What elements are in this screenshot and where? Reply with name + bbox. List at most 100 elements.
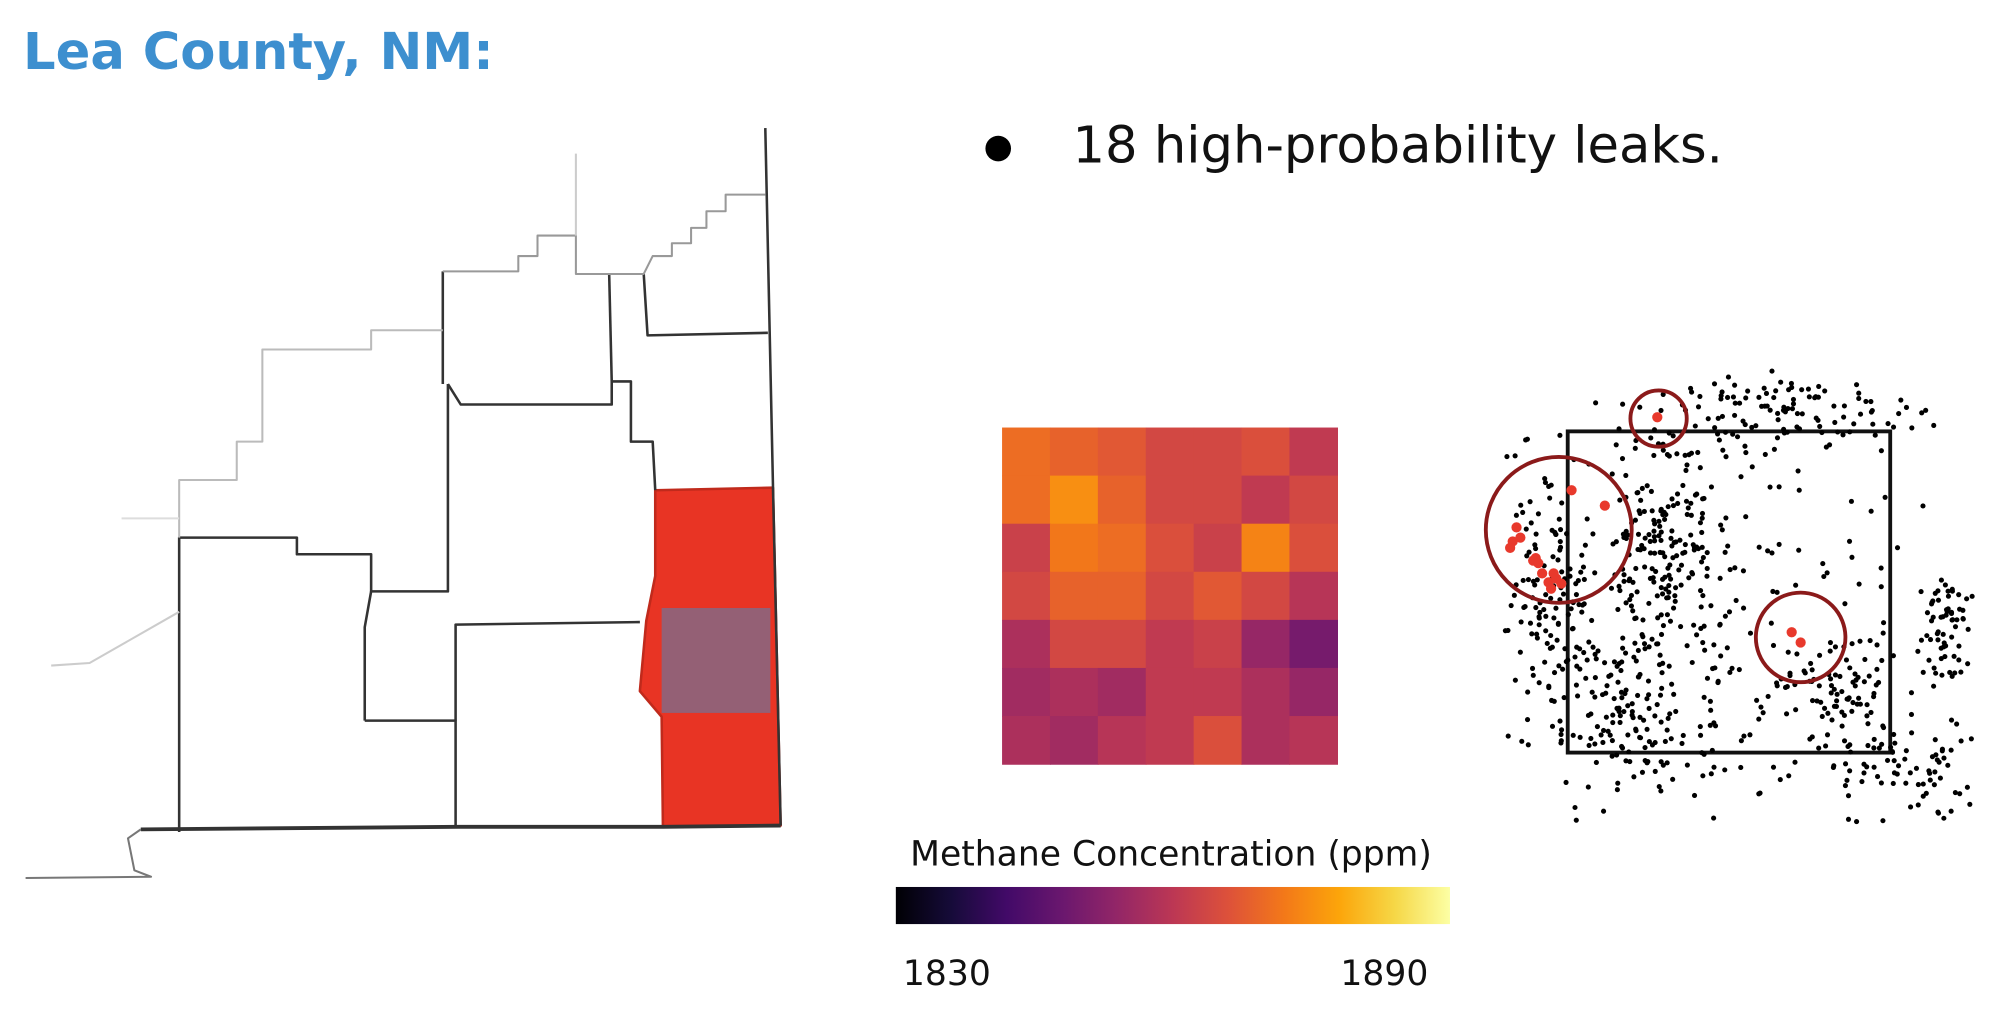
county-map <box>25 128 782 880</box>
heatmap-cell <box>1049 667 1099 717</box>
well-dot <box>1688 500 1694 506</box>
leak-circle <box>1753 590 1848 685</box>
well-dot <box>1868 508 1874 514</box>
well-dot <box>1648 435 1654 441</box>
well-dot <box>1652 768 1658 774</box>
well-dot <box>1691 547 1697 553</box>
well-dot <box>1668 736 1674 742</box>
well-dot <box>1586 639 1592 645</box>
well-dot <box>1935 810 1942 816</box>
well-dot <box>1674 491 1681 497</box>
well-dot <box>1834 691 1840 697</box>
well-dot <box>1621 572 1627 578</box>
well-dot <box>1830 764 1836 771</box>
well-dot <box>1678 562 1685 568</box>
well-dot <box>1828 682 1835 689</box>
well-dot <box>1683 498 1690 504</box>
well-dot <box>1808 660 1814 666</box>
heatmap-cell <box>1049 523 1099 573</box>
well-dot <box>1525 742 1531 748</box>
well-dot <box>1682 452 1688 458</box>
county-border <box>446 380 657 491</box>
well-dot <box>1629 712 1635 718</box>
well-dot <box>1844 777 1850 783</box>
well-dot <box>1704 550 1710 556</box>
well-dot <box>1608 585 1615 591</box>
well-dot <box>1876 745 1882 751</box>
well-dot <box>1567 566 1573 572</box>
well-dot <box>1533 546 1539 552</box>
well-dot <box>1669 681 1675 687</box>
well-dot <box>1652 550 1658 556</box>
well-dot <box>1533 605 1539 611</box>
well-dot <box>1699 544 1705 550</box>
well-dot <box>1732 400 1738 406</box>
well-dot <box>1934 631 1940 637</box>
well-dot <box>1882 494 1888 500</box>
well-dot <box>1956 643 1962 649</box>
well-dot <box>1915 648 1921 654</box>
well-dot <box>1847 665 1853 671</box>
heatmap-cell <box>1002 523 1051 573</box>
well-dot <box>1763 390 1770 397</box>
well-dot <box>1879 741 1885 747</box>
well-dot <box>1908 804 1914 810</box>
well-dot <box>1565 657 1571 663</box>
study-box <box>1565 429 1893 755</box>
well-dot <box>1530 578 1536 584</box>
well-dot <box>1616 660 1622 667</box>
well-dot <box>1633 615 1639 621</box>
well-dot <box>1682 549 1688 555</box>
well-dot <box>1657 549 1663 556</box>
well-dot <box>1952 670 1958 676</box>
well-dot <box>1806 394 1812 400</box>
well-dot <box>1651 452 1657 458</box>
well-dot <box>1678 582 1684 588</box>
well-dot <box>1816 683 1822 689</box>
well-dot <box>1840 432 1846 438</box>
well-dot <box>1863 398 1869 404</box>
well-dot <box>1819 713 1825 719</box>
well-dot <box>1546 685 1552 691</box>
well-dot <box>1725 374 1732 380</box>
colorbar-tick-label: 1830 <box>903 954 991 994</box>
well-dot <box>1542 659 1548 665</box>
well-dot <box>1958 738 1964 744</box>
well-dot <box>1622 691 1628 697</box>
well-dot <box>1674 553 1680 559</box>
well-dot <box>1680 732 1686 739</box>
well-dot <box>1550 554 1556 560</box>
well-dot <box>1799 387 1805 393</box>
well-dot <box>1625 532 1631 538</box>
well-dot <box>1898 397 1904 403</box>
well-dot <box>1930 614 1936 620</box>
well-dot <box>1831 403 1837 409</box>
well-dot <box>1578 569 1584 575</box>
well-dot <box>1719 413 1726 419</box>
well-dot <box>1658 584 1664 591</box>
well-dot <box>1669 543 1675 549</box>
well-dot <box>1610 541 1616 547</box>
well-dot <box>1641 508 1647 515</box>
well-dot <box>1615 780 1621 786</box>
heatmap-cell <box>1241 523 1291 573</box>
heatmap-cell <box>1193 427 1243 477</box>
well-dot <box>1708 484 1714 490</box>
well-dot <box>1777 777 1783 783</box>
well-dot <box>1700 593 1706 599</box>
well-dot <box>1555 557 1561 563</box>
well-dot <box>1841 738 1848 744</box>
well-dot <box>1651 528 1657 534</box>
well-dot <box>1754 697 1760 703</box>
well-dot <box>1724 645 1730 651</box>
well-dot <box>1621 578 1627 584</box>
well-dot <box>1662 516 1668 522</box>
well-dot <box>1737 400 1743 406</box>
heatmap-cell <box>1145 667 1195 717</box>
well-dot <box>1674 451 1680 457</box>
well-dot <box>1878 565 1884 571</box>
well-dot <box>1799 411 1805 417</box>
leak-dot <box>1652 412 1663 423</box>
well-dot <box>1651 534 1657 540</box>
well-dot <box>1700 639 1706 646</box>
